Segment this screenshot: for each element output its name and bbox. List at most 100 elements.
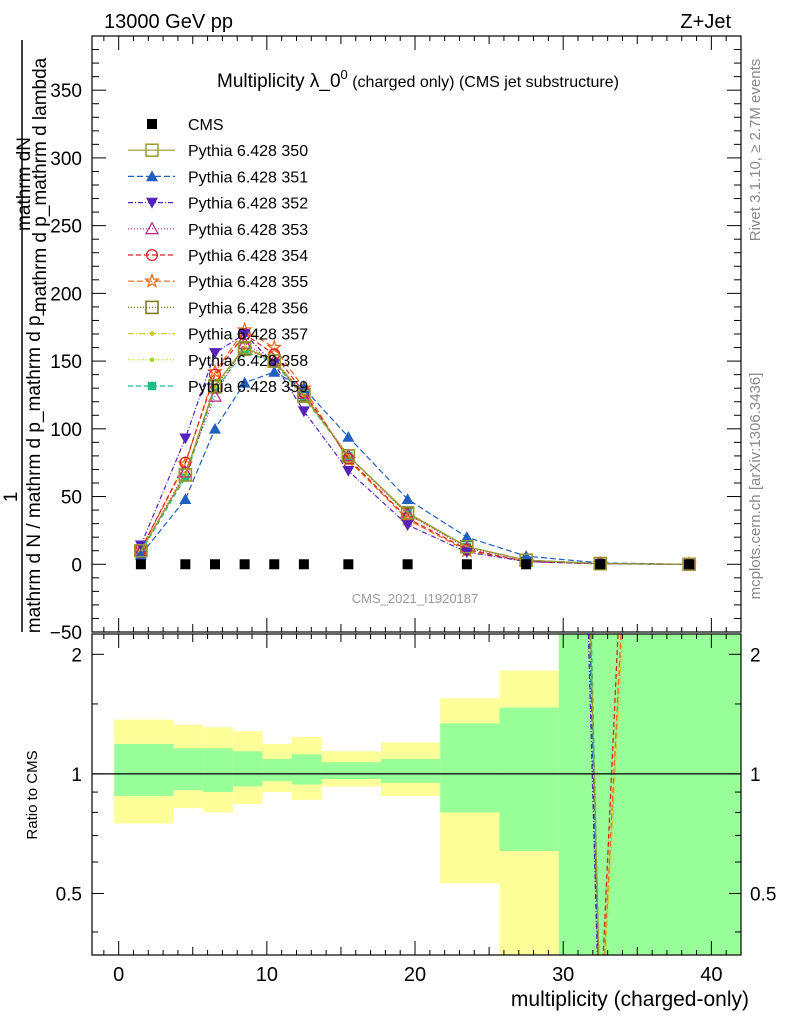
legend-label: CMS (188, 117, 224, 134)
series-point (342, 430, 355, 442)
ratio-frame (91, 633, 742, 956)
main-y-tick-label: 250 (50, 217, 82, 238)
main-plot: Multiplicity λ_00 (charged only) (CMS je… (50, 35, 742, 644)
ratio-y-tick-label-right: 0.5 (750, 884, 776, 905)
main-y-label-num: 1 (1, 492, 22, 503)
series-point (238, 329, 251, 340)
inner-band-10 (558, 634, 741, 955)
x-tick-label: 30 (552, 964, 574, 986)
series-line (140, 333, 690, 565)
legend-label: Pythia 6.428 352 (188, 196, 308, 213)
legend-marker (149, 331, 155, 336)
main-y-tick-label: 300 (50, 149, 82, 170)
legend-marker (146, 170, 158, 182)
series-point (208, 378, 222, 393)
main-y-tick-label: 200 (50, 284, 82, 305)
series-point (181, 473, 190, 482)
series-point (682, 557, 696, 572)
series-point (179, 456, 192, 469)
chart-title-main: Multiplicity λ_0 (217, 71, 341, 92)
ratio-y-tick-label-right: 2 (750, 645, 761, 666)
inner-band-0 (114, 743, 174, 796)
series-point (268, 359, 281, 370)
series-CMS (135, 559, 695, 570)
ratio-bands (114, 634, 741, 955)
legend-marker (145, 300, 159, 315)
ratio-line-5 (602, 634, 619, 955)
legend-marker (144, 272, 160, 288)
series-point (297, 406, 310, 418)
series-line (140, 342, 690, 565)
series-point (460, 531, 473, 542)
main-series (132, 321, 698, 572)
series-point (208, 422, 221, 434)
ratio-y-label: Ratio to CMS (24, 750, 41, 839)
cms-point (135, 559, 146, 570)
inner-band-2 (203, 748, 233, 793)
series-point (238, 376, 251, 388)
inner-band-7 (380, 759, 441, 783)
chart-title-sup: 0 (341, 67, 348, 82)
legend-marker (147, 381, 157, 391)
cms-point (269, 559, 280, 570)
series-point (134, 543, 148, 558)
x-tick-label: 20 (404, 964, 426, 986)
series-point (178, 464, 193, 478)
main-y-label-top: mathrm dN (14, 137, 35, 231)
cms-point (402, 559, 413, 570)
legend-marker (149, 357, 155, 363)
main-y-tick-label: −50 (50, 623, 82, 644)
series-point (341, 449, 356, 463)
cms-point (298, 559, 309, 570)
cms-point (461, 559, 472, 570)
main-y-tick-label: 50 (61, 488, 82, 509)
series-point (460, 539, 474, 554)
legend-label: Pythia 6.428 351 (188, 169, 308, 186)
series-point (401, 493, 414, 505)
series-point (240, 347, 249, 356)
ratio-y-ticks: 0.5 0.5 1 1 2 2 (56, 645, 776, 933)
series-point (301, 392, 307, 398)
series-line (140, 371, 690, 565)
legend-label: Pythia 6.428 354 (188, 248, 308, 265)
legend-marker (145, 248, 159, 262)
inner-band-1 (173, 748, 204, 791)
main-y-tick-label: 100 (50, 420, 82, 441)
header-left: 13000 GeV pp (104, 11, 233, 33)
main-y-label-bottom: mathrm d N / mathrm d p_mathrm d p_ (24, 304, 45, 633)
ratio-plot: 0.5 0.5 1 1 2 2 (56, 633, 776, 956)
series-line (140, 346, 690, 565)
series-point (341, 448, 356, 462)
ratio-line-1 (587, 634, 598, 955)
series-point (520, 550, 533, 561)
legend-label: Pythia 6.428 353 (188, 222, 308, 239)
cms-point (180, 559, 191, 570)
series-point (400, 506, 415, 520)
series-point (207, 363, 223, 379)
series-point (237, 340, 252, 355)
rivet-label: Rivet 3.1.10, ≥ 2.7M events (747, 59, 764, 242)
legend-marker (146, 197, 158, 209)
cms-point (239, 559, 250, 570)
legend-label: Pythia 6.428 350 (188, 143, 308, 160)
cms-point (595, 559, 606, 570)
inner-band-5 (292, 754, 322, 785)
legend: CMS Pythia 6.428 350 Pythia 6.428 351 Pythi… (128, 117, 308, 396)
main-y-tick-label: 350 (50, 81, 82, 102)
mcplots-label: mcplots.cern.ch [arXiv:1306.3436] (747, 373, 764, 600)
inner-band-8 (440, 723, 500, 813)
chart-title: Multiplicity λ_00 (charged only) (CMS je… (217, 67, 619, 92)
main-y-ticks: −50 0 50 100 150 200 250 300 350 (50, 35, 741, 644)
series-point (134, 540, 147, 552)
series-point (266, 339, 283, 355)
series-point (593, 556, 607, 571)
legend-marker (147, 119, 157, 129)
cms-point (343, 559, 354, 570)
ratio-line-3 (589, 634, 600, 955)
main-y-tick-label: 0 (71, 555, 82, 576)
series-point (179, 493, 192, 505)
x-axis-label: multiplicity (charged-only) (511, 988, 749, 1011)
legend-marker (144, 221, 160, 235)
ratio-y-tick-label: 1 (71, 765, 82, 786)
